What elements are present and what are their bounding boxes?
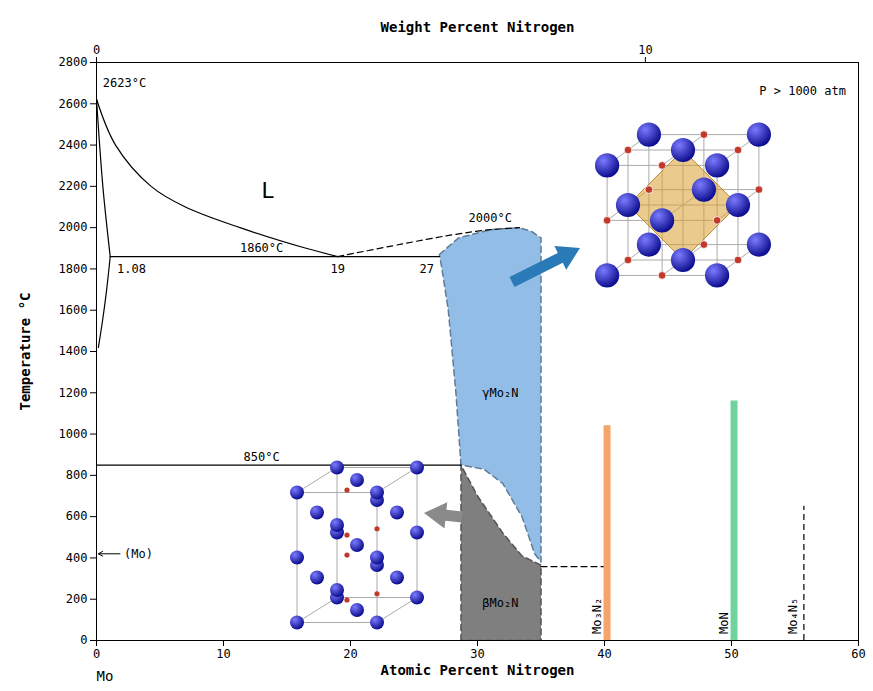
- svg-text:L: L: [261, 178, 274, 203]
- svg-text:50: 50: [724, 647, 738, 661]
- svg-text:1400: 1400: [59, 344, 88, 358]
- svg-text:γMo₂N: γMo₂N: [482, 386, 518, 400]
- svg-text:Temperature °C: Temperature °C: [17, 292, 33, 410]
- svg-text:(Mo): (Mo): [124, 547, 153, 561]
- svg-text:19: 19: [331, 262, 345, 276]
- svg-text:βMo₂N: βMo₂N: [482, 596, 518, 610]
- svg-text:200: 200: [66, 592, 88, 606]
- svg-text:10: 10: [216, 647, 230, 661]
- svg-text:Mo₃N₂: Mo₃N₂: [590, 598, 604, 634]
- svg-text:800: 800: [66, 468, 88, 482]
- svg-text:Mo: Mo: [97, 668, 114, 684]
- svg-text:Atomic Percent Nitrogen: Atomic Percent Nitrogen: [381, 662, 575, 678]
- svg-text:2000: 2000: [59, 220, 88, 234]
- svg-text:400: 400: [66, 551, 88, 565]
- svg-text:60: 60: [851, 647, 865, 661]
- svg-text:1600: 1600: [59, 303, 88, 317]
- svg-text:0: 0: [93, 43, 100, 57]
- svg-text:MoN: MoN: [717, 612, 731, 634]
- svg-text:1800: 1800: [59, 262, 88, 276]
- svg-text:Mo₄N₅: Mo₄N₅: [786, 598, 800, 634]
- svg-text:27: 27: [419, 262, 433, 276]
- svg-text:850°C: 850°C: [244, 450, 280, 464]
- svg-text:1200: 1200: [59, 386, 88, 400]
- svg-text:2200: 2200: [59, 179, 88, 193]
- svg-text:Weight Percent Nitrogen: Weight Percent Nitrogen: [381, 19, 575, 35]
- svg-text:2800: 2800: [59, 55, 88, 69]
- svg-text:40: 40: [597, 647, 611, 661]
- svg-text:2600: 2600: [59, 97, 88, 111]
- svg-text:1000: 1000: [59, 427, 88, 441]
- svg-text:10: 10: [638, 43, 652, 57]
- svg-text:2000°C: 2000°C: [469, 211, 512, 225]
- svg-text:20: 20: [343, 647, 357, 661]
- svg-text:P > 1000 atm: P > 1000 atm: [759, 84, 846, 98]
- svg-text:600: 600: [66, 509, 88, 523]
- svg-text:2400: 2400: [59, 138, 88, 152]
- svg-text:1.08: 1.08: [117, 262, 146, 276]
- svg-text:0: 0: [93, 647, 100, 661]
- svg-text:2623°C: 2623°C: [103, 76, 146, 90]
- svg-text:0: 0: [80, 633, 87, 647]
- svg-text:30: 30: [470, 647, 484, 661]
- svg-text:1860°C: 1860°C: [240, 241, 283, 255]
